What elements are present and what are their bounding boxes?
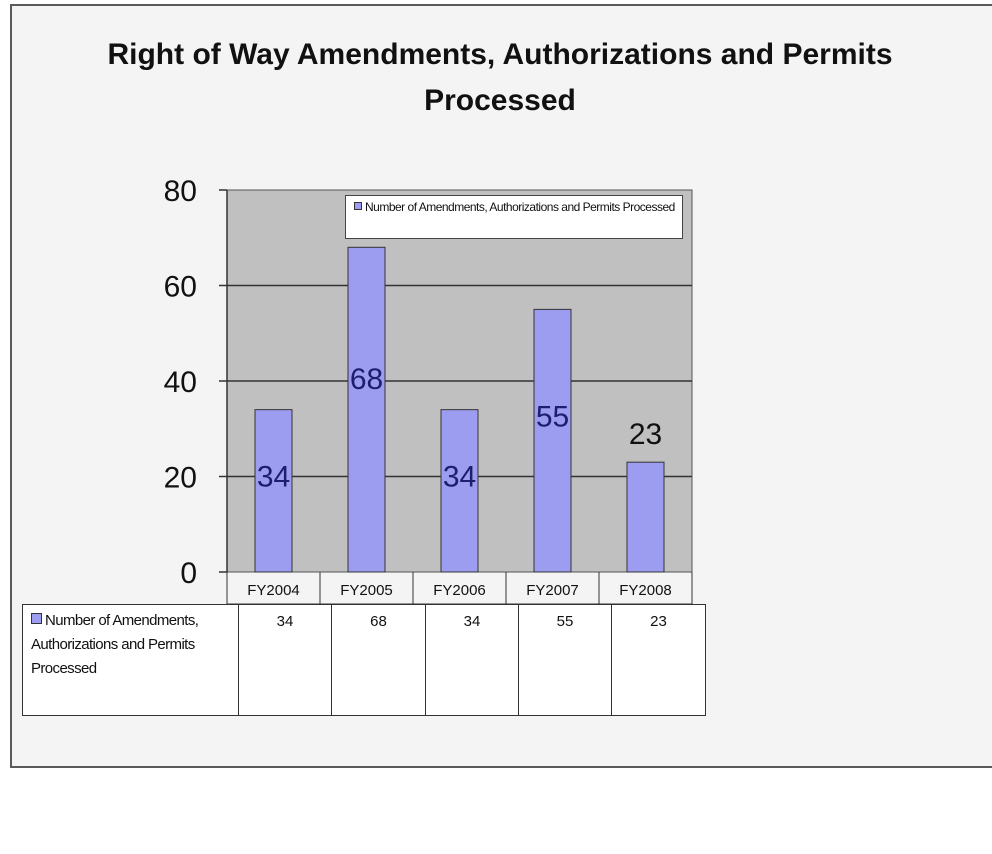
data-table-value: 34 bbox=[425, 604, 519, 716]
bar bbox=[347, 246, 386, 573]
bar bbox=[533, 308, 572, 573]
x-tick-label: FY2005 bbox=[340, 582, 393, 599]
data-table-series-cell: Number of Amendments, Authorizations and… bbox=[22, 604, 239, 716]
data-table-value: 23 bbox=[611, 604, 706, 716]
x-tick-label: FY2007 bbox=[526, 582, 579, 599]
data-table-value: 55 bbox=[518, 604, 612, 716]
data-label: 23 bbox=[629, 418, 662, 451]
legend-swatch bbox=[354, 202, 362, 210]
bar bbox=[626, 461, 665, 573]
x-tick-label: FY2008 bbox=[619, 582, 672, 599]
chart-legend: Number of Amendments, Authorizations and… bbox=[345, 195, 683, 239]
data-table-row: Number of Amendments, Authorizations and… bbox=[22, 604, 706, 716]
bar bbox=[440, 409, 479, 573]
chart-title: Right of Way Amendments, Authorizations … bbox=[107, 38, 893, 117]
bar bbox=[254, 409, 293, 573]
y-tick-label: 40 bbox=[164, 366, 197, 399]
data-label: 68 bbox=[350, 363, 383, 396]
y-tick-label: 80 bbox=[164, 175, 197, 208]
data-table: Number of Amendments, Authorizations and… bbox=[22, 604, 706, 716]
data-label: 34 bbox=[443, 461, 476, 494]
data-table-value: 68 bbox=[331, 604, 426, 716]
y-tick-label: 20 bbox=[164, 462, 197, 495]
data-label: 55 bbox=[536, 400, 569, 433]
x-tick-label: FY2004 bbox=[247, 582, 300, 599]
data-label: 34 bbox=[257, 461, 290, 494]
data-table-swatch bbox=[31, 613, 42, 624]
y-tick-label: 0 bbox=[180, 557, 197, 590]
data-table-series-name: Number of Amendments, Authorizations and… bbox=[31, 612, 199, 677]
legend-label: Number of Amendments, Authorizations and… bbox=[365, 200, 675, 214]
x-tick-label: FY2006 bbox=[433, 582, 486, 599]
data-table-value: 34 bbox=[238, 604, 332, 716]
y-tick-label: 60 bbox=[164, 271, 197, 304]
